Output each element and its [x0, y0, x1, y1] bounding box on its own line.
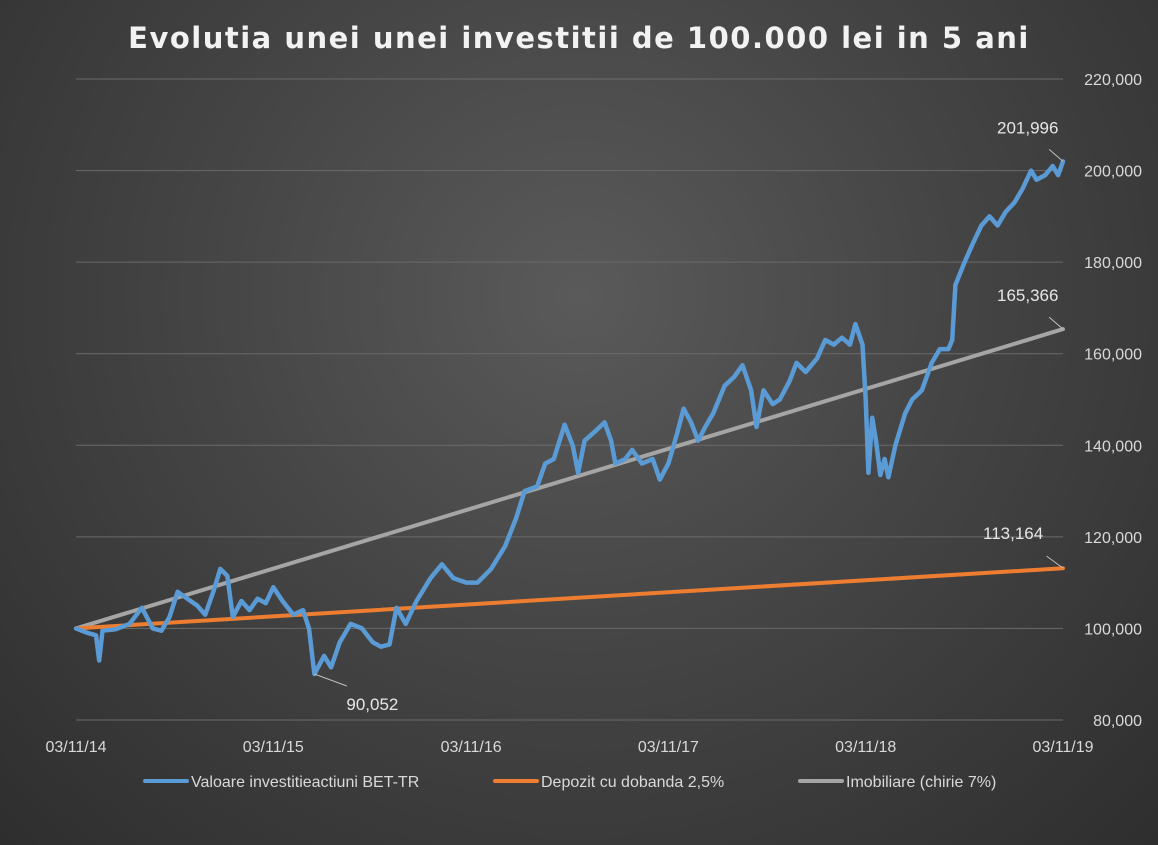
series-line-0: [73, 159, 1066, 677]
y-tick-label: 200,000: [1084, 164, 1142, 181]
y-tick-label: 120,000: [1084, 530, 1142, 547]
y-tick-label: 140,000: [1084, 438, 1142, 455]
x-tick-label: 03/11/18: [835, 739, 896, 756]
y-tick-label: 180,000: [1084, 255, 1142, 272]
series-line-2: [74, 327, 1065, 631]
x-axis-ticks: 03/11/14 03/11/15 03/11/16 03/11/17 03/11/18…: [45, 739, 1093, 756]
y-tick-label: 160,000: [1084, 347, 1142, 364]
legend-label-1: Depozit cu dobanda 2,5%: [541, 774, 724, 791]
y-tick-label: 220,000: [1084, 72, 1142, 89]
data-label: 90,052: [346, 695, 398, 714]
x-tick-label: 03/11/19: [1032, 739, 1093, 756]
y-tick-label: 100,000: [1084, 621, 1142, 638]
data-label-leader: [1046, 555, 1064, 569]
data-label: 201,996: [997, 118, 1058, 137]
legend-label-2: Imobiliare (chirie 7%): [846, 774, 996, 791]
y-tick-label: 80,000: [1093, 713, 1142, 730]
data-label-leader: [1048, 149, 1064, 162]
chart-title: Evolutia unei unei investitii de 100.000…: [128, 21, 1030, 55]
x-tick-label: 03/11/16: [441, 739, 502, 756]
x-tick-label: 03/11/14: [45, 739, 106, 756]
grid-layer: [76, 78, 1063, 721]
y-axis-ticks: 80,000 100,000 120,000 140,000 160,000 180,00…: [1084, 72, 1142, 730]
series-layer: [73, 159, 1066, 677]
x-tick-label: 03/11/17: [638, 739, 699, 756]
data-label: 165,366: [997, 286, 1058, 305]
legend: Valoare investitieactiuni BET-TR Depozit …: [143, 774, 996, 791]
legend-label-0: Valoare investitieactiuni BET-TR: [191, 774, 419, 791]
data-label-leader: [1048, 316, 1064, 330]
data-label-leader: [314, 673, 348, 687]
label-layer: 201,996 165,366 113,164 90,052: [314, 118, 1064, 714]
x-tick-label: 03/11/15: [243, 739, 304, 756]
series-line-1: [74, 566, 1065, 631]
data-label: 113,164: [983, 524, 1043, 543]
